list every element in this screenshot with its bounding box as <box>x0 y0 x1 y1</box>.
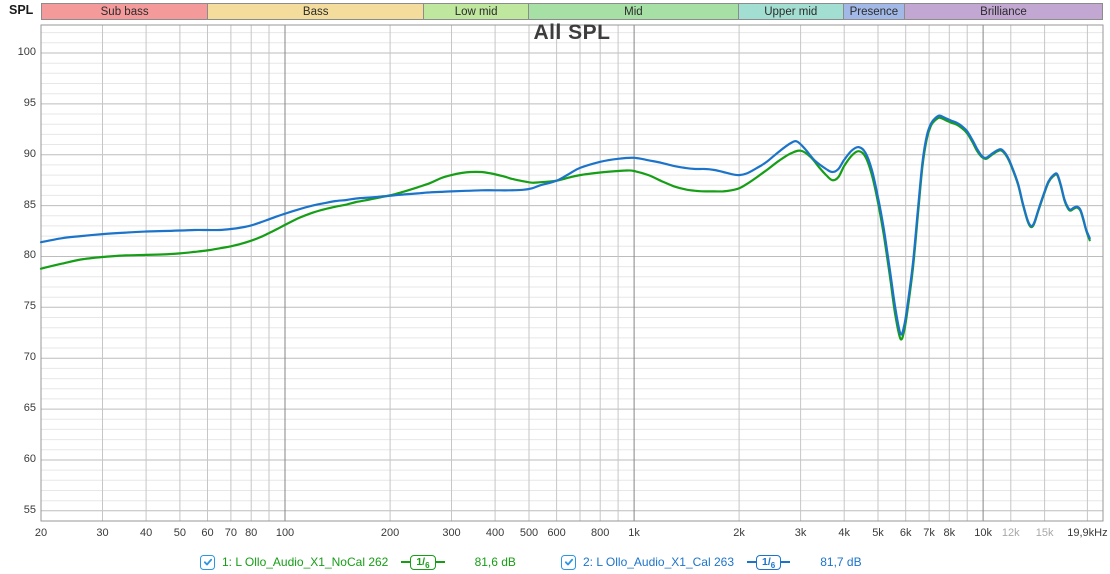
x-tick-label: 400 <box>485 527 505 539</box>
y-tick-label: 95 <box>23 96 36 109</box>
trace-label[interactable]: 1: L Ollo_Audio_X1_NoCal 262 <box>222 555 389 569</box>
y-tick-label: 75 <box>23 300 36 313</box>
band-brilliance: Brilliance <box>905 4 1102 19</box>
band-bass: Bass <box>208 4 425 19</box>
smoothing-value: 1/6 <box>410 554 436 570</box>
y-tick-label: 70 <box>23 351 36 364</box>
x-tick-label: 6k <box>899 527 912 539</box>
legend-item-2: 2: L Ollo_Audio_X1_Cal 263 1/6 81,7 dB <box>561 552 862 572</box>
band-label: Mid <box>624 5 643 18</box>
smoothing-value: 1/6 <box>756 554 782 570</box>
check-icon <box>564 558 573 566</box>
x-tick-label: 19,9kHz <box>1067 527 1108 539</box>
trace-line-segment <box>401 561 411 563</box>
x-tick-label: 30 <box>96 527 109 539</box>
x-tick-label: 300 <box>442 527 461 539</box>
band-presence: Presence <box>843 4 906 19</box>
band-label: Bass <box>302 5 329 18</box>
x-tick-label: 20 <box>34 527 48 539</box>
trace-checkbox[interactable] <box>561 554 576 570</box>
band-label: Upper mid <box>764 5 818 18</box>
y-tick-label: 90 <box>23 147 36 160</box>
trace-level-value: 81,7 dB <box>820 555 862 569</box>
y-tick-label: 60 <box>23 452 36 465</box>
x-tick-label: 200 <box>380 527 400 539</box>
x-tick-label: 8k <box>943 527 956 539</box>
trace-line-segment <box>781 561 791 563</box>
check-icon <box>203 558 212 566</box>
x-tick-label: 5k <box>872 527 884 539</box>
legend-item-1: 1: L Ollo_Audio_X1_NoCal 262 1/6 81,6 dB <box>200 552 516 572</box>
x-tick-label: 2k <box>733 527 745 539</box>
x-tick-label: 100 <box>275 527 295 539</box>
x-tick-label: 800 <box>591 527 610 539</box>
y-tick-label: 100 <box>17 45 36 58</box>
x-tick-label: 1k <box>628 527 640 539</box>
trace-checkbox[interactable] <box>200 554 215 570</box>
band-sub-bass: Sub bass <box>42 4 209 19</box>
x-tick-label: 70 <box>224 527 238 539</box>
band-label: Brilliance <box>980 5 1027 18</box>
trace-line-segment <box>747 561 756 563</box>
y-tick-label: 55 <box>23 503 36 516</box>
x-tick-label: 40 <box>139 527 153 539</box>
x-tick-label: 80 <box>245 527 258 539</box>
x-tick-label: 500 <box>519 527 539 539</box>
trace-level-value: 81,6 dB <box>474 555 516 569</box>
band-label: Low mid <box>454 5 498 18</box>
trace-2 <box>39 114 1091 336</box>
x-tick-label: 50 <box>173 527 187 539</box>
chart-title: All SPL <box>533 21 611 44</box>
y-tick-label: 85 <box>23 198 36 211</box>
x-tick-label: 60 <box>201 527 214 539</box>
frequency-band-row: Sub bass Bass Low mid Mid Upper mid Presence B… <box>41 3 1103 20</box>
x-tick-label: 12k <box>1001 527 1020 539</box>
smoothing-control[interactable]: 1/6 <box>747 554 791 570</box>
smoothing-control[interactable]: 1/6 <box>401 554 445 570</box>
trace-label[interactable]: 2: L Ollo_Audio_X1_Cal 263 <box>583 555 734 569</box>
trace-line-segment <box>435 561 445 563</box>
y-axis-title: SPL <box>9 3 34 17</box>
band-upper-mid: Upper mid <box>738 4 844 19</box>
x-tick-label: 15k <box>1035 527 1054 539</box>
y-tick-label: 80 <box>23 249 36 262</box>
x-tick-label: 10k <box>974 527 992 539</box>
band-label: Presence <box>849 5 899 18</box>
x-tick-label: 7k <box>923 527 935 539</box>
y-tick-label: 65 <box>23 402 36 415</box>
x-tick-label: 600 <box>547 527 566 539</box>
band-label: Sub bass <box>100 5 149 18</box>
band-mid: Mid <box>529 4 739 19</box>
x-tick-label: 4k <box>838 527 850 539</box>
trace-1 <box>39 116 1091 341</box>
band-low-mid: Low mid <box>424 4 530 19</box>
x-tick-label: 3k <box>794 527 807 539</box>
